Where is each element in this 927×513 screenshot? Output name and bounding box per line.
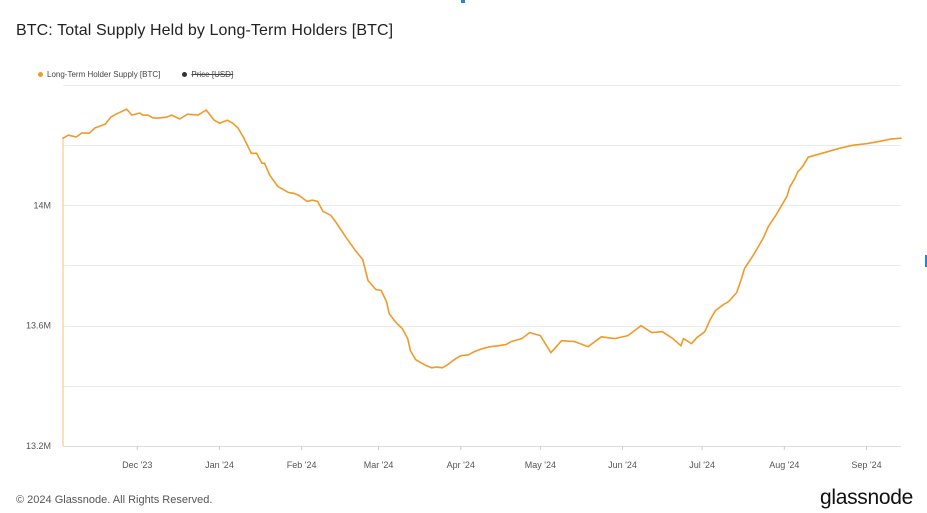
grid-layer — [63, 85, 901, 387]
series-layer — [62, 108, 902, 446]
y-tick-label-2: 14M — [33, 200, 51, 210]
legend-dot-lth-supply — [38, 72, 43, 77]
x-tick-label-1: Jan '24 — [205, 460, 234, 470]
chart-legend: Long-Term Holder Supply [BTC] Price [USD… — [38, 70, 255, 79]
legend-label-price: Price [USD] — [191, 70, 234, 79]
x-tick-label-8: Aug '24 — [769, 460, 799, 470]
legend-label-lth-supply: Long-Term Holder Supply [BTC] — [47, 70, 161, 79]
x-tick-label-9: Sep '24 — [851, 460, 881, 470]
footer-copyright: © 2024 Glassnode. All Rights Reserved. — [16, 494, 213, 506]
x-tick-label-4: Apr '24 — [447, 460, 475, 470]
chart-title: BTC: Total Supply Held by Long-Term Hold… — [16, 22, 394, 39]
x-tick-label-5: May '24 — [525, 460, 556, 470]
x-tick-label-0: Dec '23 — [122, 460, 152, 470]
x-tick-label-3: Mar '24 — [364, 460, 394, 470]
edge-marker-right — [925, 255, 927, 267]
edge-marker-top — [461, 0, 465, 3]
series-line-lth-supply — [62, 108, 902, 369]
legend-item-lth-supply[interactable]: Long-Term Holder Supply [BTC] — [38, 70, 160, 79]
axis-layer: 13.2M 13.6M 14M Dec '23 Jan '24 Feb '24 Mar '2… — [26, 200, 901, 470]
x-tick-label-2: Feb '24 — [287, 460, 317, 470]
footer-logo[interactable]: glassnode — [819, 486, 913, 509]
y-tick-label-1: 13.6M — [26, 321, 51, 331]
x-tick-label-7: Jul '24 — [689, 460, 715, 470]
legend-item-price[interactable]: Price [USD] — [182, 70, 233, 79]
y-tick-label-0: 13.2M — [26, 441, 51, 451]
x-tick-label-6: Jun '24 — [608, 460, 637, 470]
legend-dot-price — [182, 72, 188, 77]
